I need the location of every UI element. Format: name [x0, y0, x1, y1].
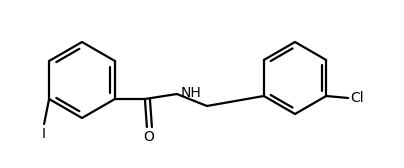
Text: Cl: Cl — [350, 91, 364, 105]
Text: NH: NH — [181, 86, 202, 100]
Text: O: O — [143, 130, 154, 144]
Text: I: I — [42, 127, 46, 141]
